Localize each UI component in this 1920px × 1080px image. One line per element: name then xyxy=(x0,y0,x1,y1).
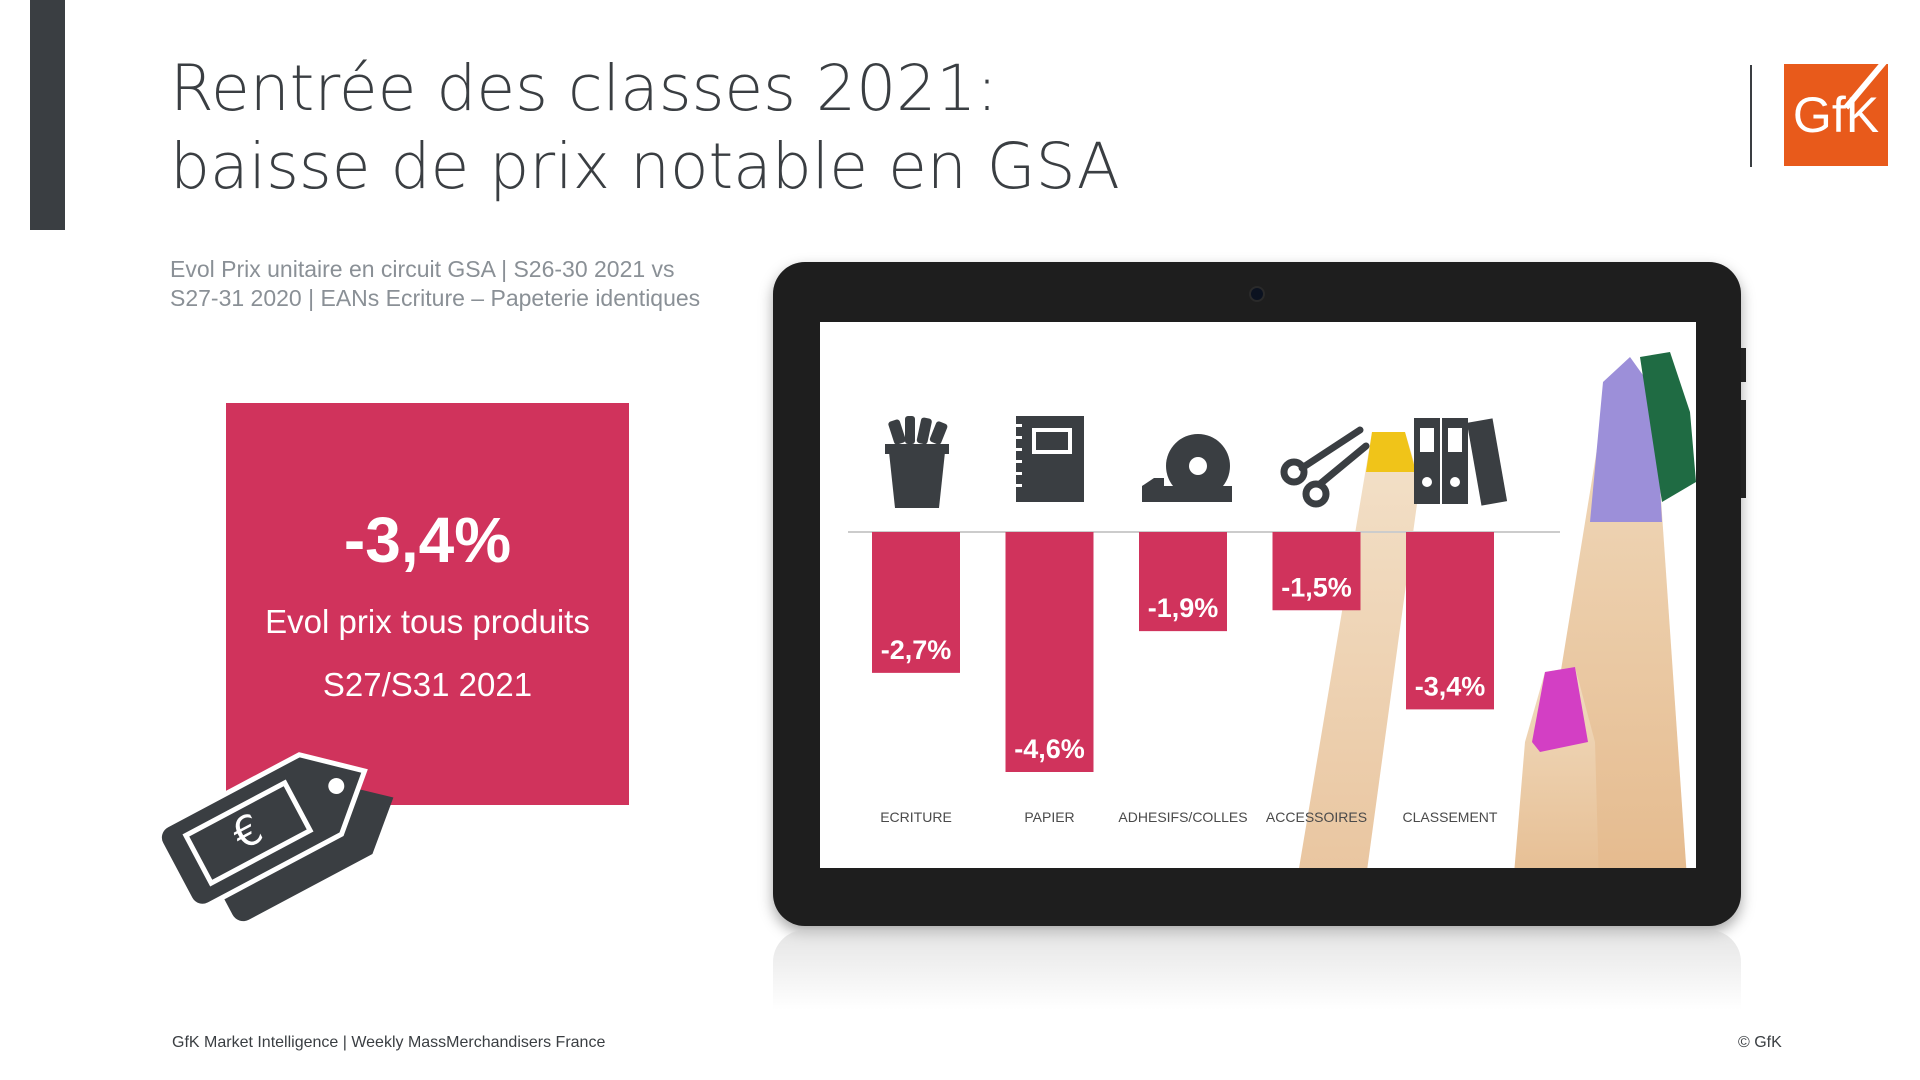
side-accent-bar xyxy=(30,0,65,230)
category-label: ECRITURE xyxy=(880,809,952,825)
bar-papier xyxy=(1005,532,1094,772)
bar-ecriture xyxy=(872,532,960,673)
bar-data-label: -1,9% xyxy=(1148,593,1219,623)
category-label: ADHESIFS/COLLES xyxy=(1118,809,1247,825)
bar-data-label: -3,4% xyxy=(1415,671,1486,701)
kpi-value: -3,4% xyxy=(343,504,512,576)
tablet-reflection xyxy=(773,930,1741,1010)
bar-chart: -2,7% ECRITURE -4,6% PAPIER -1,9% ADHESIFS/CO… xyxy=(848,352,1696,868)
title-line-2: baisse de prix notable en GSA xyxy=(170,130,1120,203)
footer-copyright: © GfK xyxy=(1738,1034,1782,1051)
notebook-icon xyxy=(1012,416,1084,502)
kpi-label: Evol prix tous produits xyxy=(265,603,590,640)
pencil-cup-icon xyxy=(885,416,949,508)
scissors-icon xyxy=(1280,426,1370,508)
bar-accessoires xyxy=(1272,532,1361,611)
bar-classement xyxy=(1406,532,1494,710)
tablet-screen: -2,7% ECRITURE -4,6% PAPIER -1,9% ADHESIFS/CO… xyxy=(820,322,1696,868)
category-label: CLASSEMENT xyxy=(1403,809,1498,825)
tablet-side-button xyxy=(1741,348,1746,382)
binders-icon xyxy=(1414,418,1508,506)
footer-source: GfK Market Intelligence | Weekly MassMer… xyxy=(172,1034,606,1051)
gfk-logo-text: GfK xyxy=(1792,87,1880,143)
euro-price-tag-icon: € xyxy=(156,752,394,922)
bar-data-label: -2,7% xyxy=(881,635,952,665)
bar-data-label: -4,6% xyxy=(1014,734,1085,764)
pencils-background xyxy=(1299,352,1696,868)
tape-dispenser-icon xyxy=(1142,434,1232,502)
slide-title: Rentrée des classes 2021: baisse de prix… xyxy=(170,50,1670,206)
bar-data-label: -1,5% xyxy=(1281,572,1352,602)
gfk-logo: GfK xyxy=(1784,64,1888,166)
title-line-1: Rentrée des classes 2021: xyxy=(170,52,998,125)
kpi-period: S27/S31 2021 xyxy=(322,666,533,703)
tablet-camera xyxy=(1251,288,1263,300)
category-label: ACCESSOIRES xyxy=(1266,809,1367,825)
subtitle-line-1: Evol Prix unitaire en circuit GSA | S26-… xyxy=(170,256,675,282)
bar-adhesifs-colles xyxy=(1139,532,1227,632)
bars-group: -2,7% ECRITURE -4,6% PAPIER -1,9% ADHESIFS/CO… xyxy=(872,532,1498,825)
category-label: PAPIER xyxy=(1024,809,1074,825)
chart-subtitle: Evol Prix unitaire en circuit GSA | S26-… xyxy=(170,255,770,313)
kpi-box: -3,4% Evol prix tous produits S27/S31 20… xyxy=(226,403,629,805)
tablet-side-button xyxy=(1741,400,1746,498)
subtitle-line-2: S27-31 2020 | EANs Ecriture – Papeterie … xyxy=(170,285,701,311)
logo-divider xyxy=(1750,65,1752,167)
